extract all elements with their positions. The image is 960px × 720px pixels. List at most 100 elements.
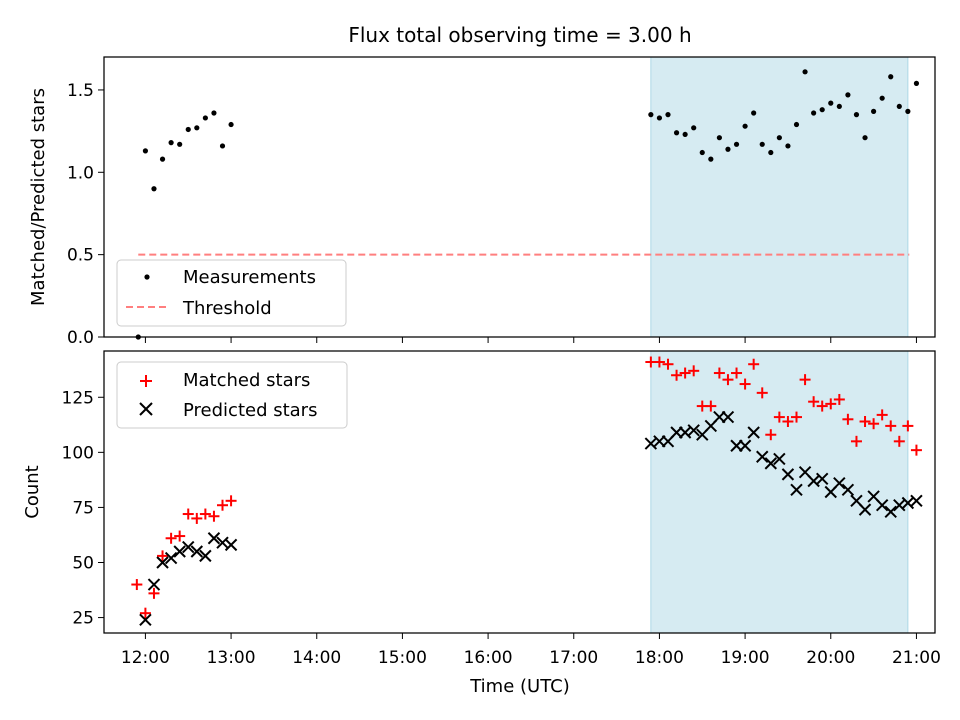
matched-star-point: [199, 508, 211, 520]
measurement-point: [828, 100, 834, 106]
matched-star-point: [808, 396, 820, 408]
predicted-star-point: [884, 505, 897, 519]
measurement-point: [228, 121, 234, 128]
measurement-point: [759, 141, 765, 147]
x-tick-label: 12:00: [121, 648, 170, 668]
measurement-point: [793, 121, 800, 128]
count-legend-box: [116, 361, 348, 429]
measurement-point: [836, 103, 842, 110]
predicted-star-point: [841, 483, 855, 497]
legend-label-matched: Matched stars: [183, 370, 310, 391]
predicted-star-point: [833, 476, 846, 490]
matched-star-point: [208, 510, 220, 522]
matched-star-point: [174, 530, 186, 542]
measurement-point: [151, 186, 157, 192]
matched-star-point: [688, 365, 700, 377]
measurement-point: [725, 146, 731, 152]
predicted-star-point: [858, 503, 872, 516]
x-tick-label: 18:00: [635, 648, 684, 668]
x-tick-label: 19:00: [721, 648, 770, 668]
ratio-axes-frame: [103, 56, 936, 338]
measurement-point: [819, 107, 825, 113]
x-tick-label: 16:00: [464, 648, 513, 668]
measurement-point: [673, 130, 680, 136]
predicted-star-point: [875, 499, 889, 512]
measurement-point: [845, 92, 851, 98]
matched-star-point: [653, 356, 665, 368]
matched-star-point: [225, 495, 237, 507]
measurement-point: [733, 141, 740, 147]
legend-label-predicted: Predicted stars: [183, 400, 317, 421]
predicted-points: [139, 410, 923, 626]
matched-star-point: [773, 411, 785, 423]
measurement-point: [913, 80, 920, 86]
measurement-point: [896, 103, 902, 110]
matched-star-point: [131, 579, 143, 591]
ratio-y-tick-label: 1.5: [67, 81, 94, 101]
predicted-star-point: [764, 457, 778, 470]
matched-star-point: [825, 398, 837, 410]
measurement-point: [811, 110, 817, 116]
predicted-star-point: [687, 424, 700, 437]
predicted-star-point: [738, 439, 752, 452]
matched-star-point: [902, 420, 914, 432]
matched-star-point: [876, 409, 888, 421]
count-panel: 25 50 75 100 125 12:00 13:00 14:00 15:00 16:00 17…: [22, 350, 941, 697]
measurement-point: [142, 148, 149, 154]
matched-star-point: [893, 435, 905, 447]
count-y-tick-label: 75: [72, 498, 94, 518]
measurement-point: [211, 110, 217, 116]
predicted-star-point: [747, 426, 760, 439]
legend-marker-measurements: [144, 274, 150, 280]
predicted-star-point: [173, 545, 186, 558]
matched-star-point: [722, 374, 734, 386]
matched-star-point: [782, 416, 794, 427]
predicted-star-point: [781, 468, 795, 481]
measurement-point: [742, 123, 748, 129]
predicted-star-point: [139, 613, 152, 626]
count-y-axis-label: Count: [22, 465, 43, 518]
x-axis-label: Time (UTC): [469, 676, 570, 697]
matched-star-point: [148, 587, 160, 599]
chart-title: Flux total observing time = 3.00 h: [348, 23, 691, 47]
matched-star-point: [833, 393, 845, 405]
matched-star-point: [165, 532, 177, 544]
legend-label-measurements: Measurements: [183, 267, 316, 288]
measurement-point: [177, 141, 183, 147]
legend-marker-matched: [140, 375, 152, 387]
matched-star-point: [850, 435, 862, 447]
measurement-point: [219, 143, 226, 149]
legend-marker-predicted: [139, 402, 153, 416]
predicted-star-point: [224, 538, 238, 552]
measurement-point: [708, 156, 714, 162]
measurement-point: [691, 125, 697, 131]
count-y-tick-label: 100: [62, 443, 94, 463]
predicted-star-point: [182, 540, 195, 554]
predicted-star-point: [190, 545, 204, 558]
predicted-star-point: [756, 450, 769, 463]
x-tick-label: 21:00: [892, 648, 941, 668]
measurement-point: [699, 149, 705, 156]
measurement-point: [185, 126, 191, 133]
matched-star-point: [705, 400, 717, 412]
ratio-y-axis: 0.0 0.5 1.0 1.5: [67, 81, 104, 348]
matched-star-point: [748, 358, 760, 370]
x-tick-label: 20:00: [806, 648, 855, 668]
matched-star-point: [679, 367, 691, 379]
count-axes-frame: [103, 350, 936, 634]
measurement-points: [135, 69, 920, 340]
matched-star-point: [731, 367, 743, 379]
measurement-point: [785, 143, 791, 149]
measurement-point: [888, 74, 894, 80]
measurement-point: [751, 110, 757, 116]
x-tick-label: 15:00: [378, 648, 427, 668]
matched-star-point: [182, 508, 194, 520]
count-highlight-span: [650, 350, 909, 634]
matched-star-point: [662, 358, 674, 370]
count-y-axis: 25 50 75 100 125: [62, 388, 104, 629]
ratio-x-ticks: [144, 337, 917, 343]
predicted-star-point: [790, 483, 803, 497]
matched-star-point: [842, 413, 854, 425]
count-legend: Matched stars Predicted stars: [116, 361, 348, 429]
